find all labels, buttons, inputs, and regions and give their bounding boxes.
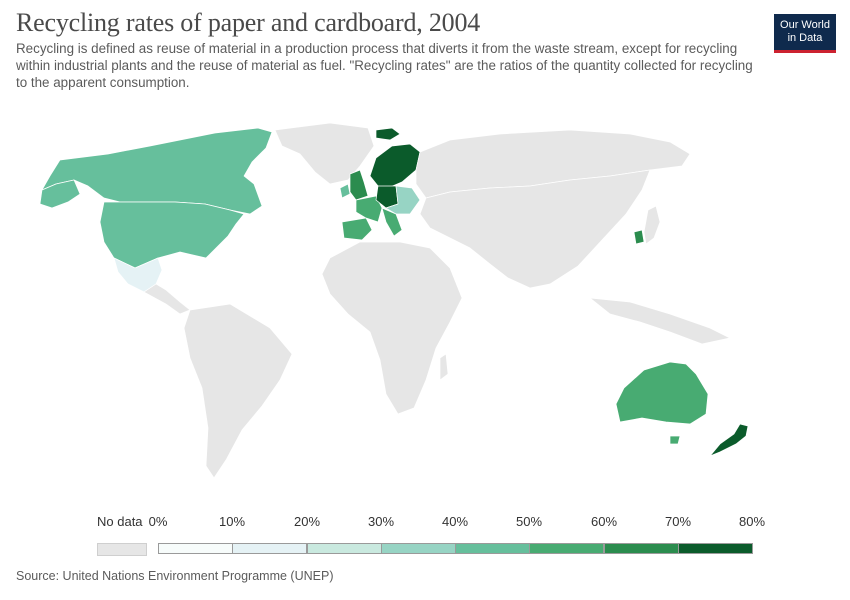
legend-bin-10-20[interactable]: [232, 543, 307, 554]
region-western-europe[interactable]: [355, 195, 383, 223]
world-map[interactable]: [30, 118, 820, 498]
legend-tick-40: 40%: [441, 514, 469, 529]
legend-tick-30: 30%: [367, 514, 395, 529]
region-iceland[interactable]: [375, 127, 401, 141]
logo-line-1: Our World: [780, 19, 830, 31]
region-australia[interactable]: [615, 361, 709, 425]
legend-tick-80: 80%: [738, 514, 766, 529]
region-canada[interactable]: [41, 127, 273, 215]
legend-bin-60-70[interactable]: [604, 543, 679, 554]
region-africa[interactable]: [321, 241, 463, 415]
source-note: Source: United Nations Environment Progr…: [16, 569, 334, 583]
chart-subtitle: Recycling is defined as reuse of materia…: [16, 41, 753, 90]
legend-bin-40-50[interactable]: [455, 543, 530, 554]
logo-line-2: in Data: [787, 32, 823, 44]
region-south-america[interactable]: [183, 303, 293, 479]
legend-bin-30-40[interactable]: [381, 543, 456, 554]
region-new-zealand[interactable]: [709, 423, 749, 457]
legend-bin-70-80[interactable]: [678, 543, 753, 554]
legend-tick-70: 70%: [664, 514, 692, 529]
legend-no-data-label: No data: [97, 514, 143, 529]
legend-tick-0: 0%: [148, 514, 168, 529]
region-japan[interactable]: [643, 205, 661, 245]
region-usa[interactable]: [99, 201, 245, 269]
region-scandinavia[interactable]: [369, 143, 421, 189]
color-legend: No data 0% 10% 20% 30% 40% 50% 60% 70% 8…: [0, 508, 850, 558]
region-central-america[interactable]: [143, 283, 191, 315]
region-iberia[interactable]: [341, 217, 373, 241]
legend-tick-60: 60%: [590, 514, 618, 529]
legend-no-data-swatch[interactable]: [97, 543, 147, 556]
region-tasmania[interactable]: [669, 435, 681, 445]
legend-bin-0-10[interactable]: [158, 543, 233, 554]
owid-logo[interactable]: Our World in Data: [774, 14, 836, 53]
region-ireland[interactable]: [339, 183, 351, 199]
region-asia[interactable]: [419, 169, 651, 289]
region-italy[interactable]: [381, 207, 403, 237]
legend-bin-20-30[interactable]: [307, 543, 382, 554]
region-southeast-asia[interactable]: [589, 297, 731, 345]
legend-bin-50-60[interactable]: [529, 543, 604, 554]
region-madagascar[interactable]: [439, 353, 449, 381]
chart-title: Recycling rates of paper and cardboard, …: [16, 8, 481, 37]
legend-tick-50: 50%: [515, 514, 543, 529]
legend-tick-20: 20%: [293, 514, 321, 529]
region-south-korea[interactable]: [633, 229, 645, 245]
region-greenland[interactable]: [274, 122, 375, 185]
region-uk[interactable]: [349, 169, 369, 201]
legend-tick-10: 10%: [218, 514, 246, 529]
region-alaska[interactable]: [39, 179, 81, 209]
region-central-europe[interactable]: [385, 185, 421, 215]
